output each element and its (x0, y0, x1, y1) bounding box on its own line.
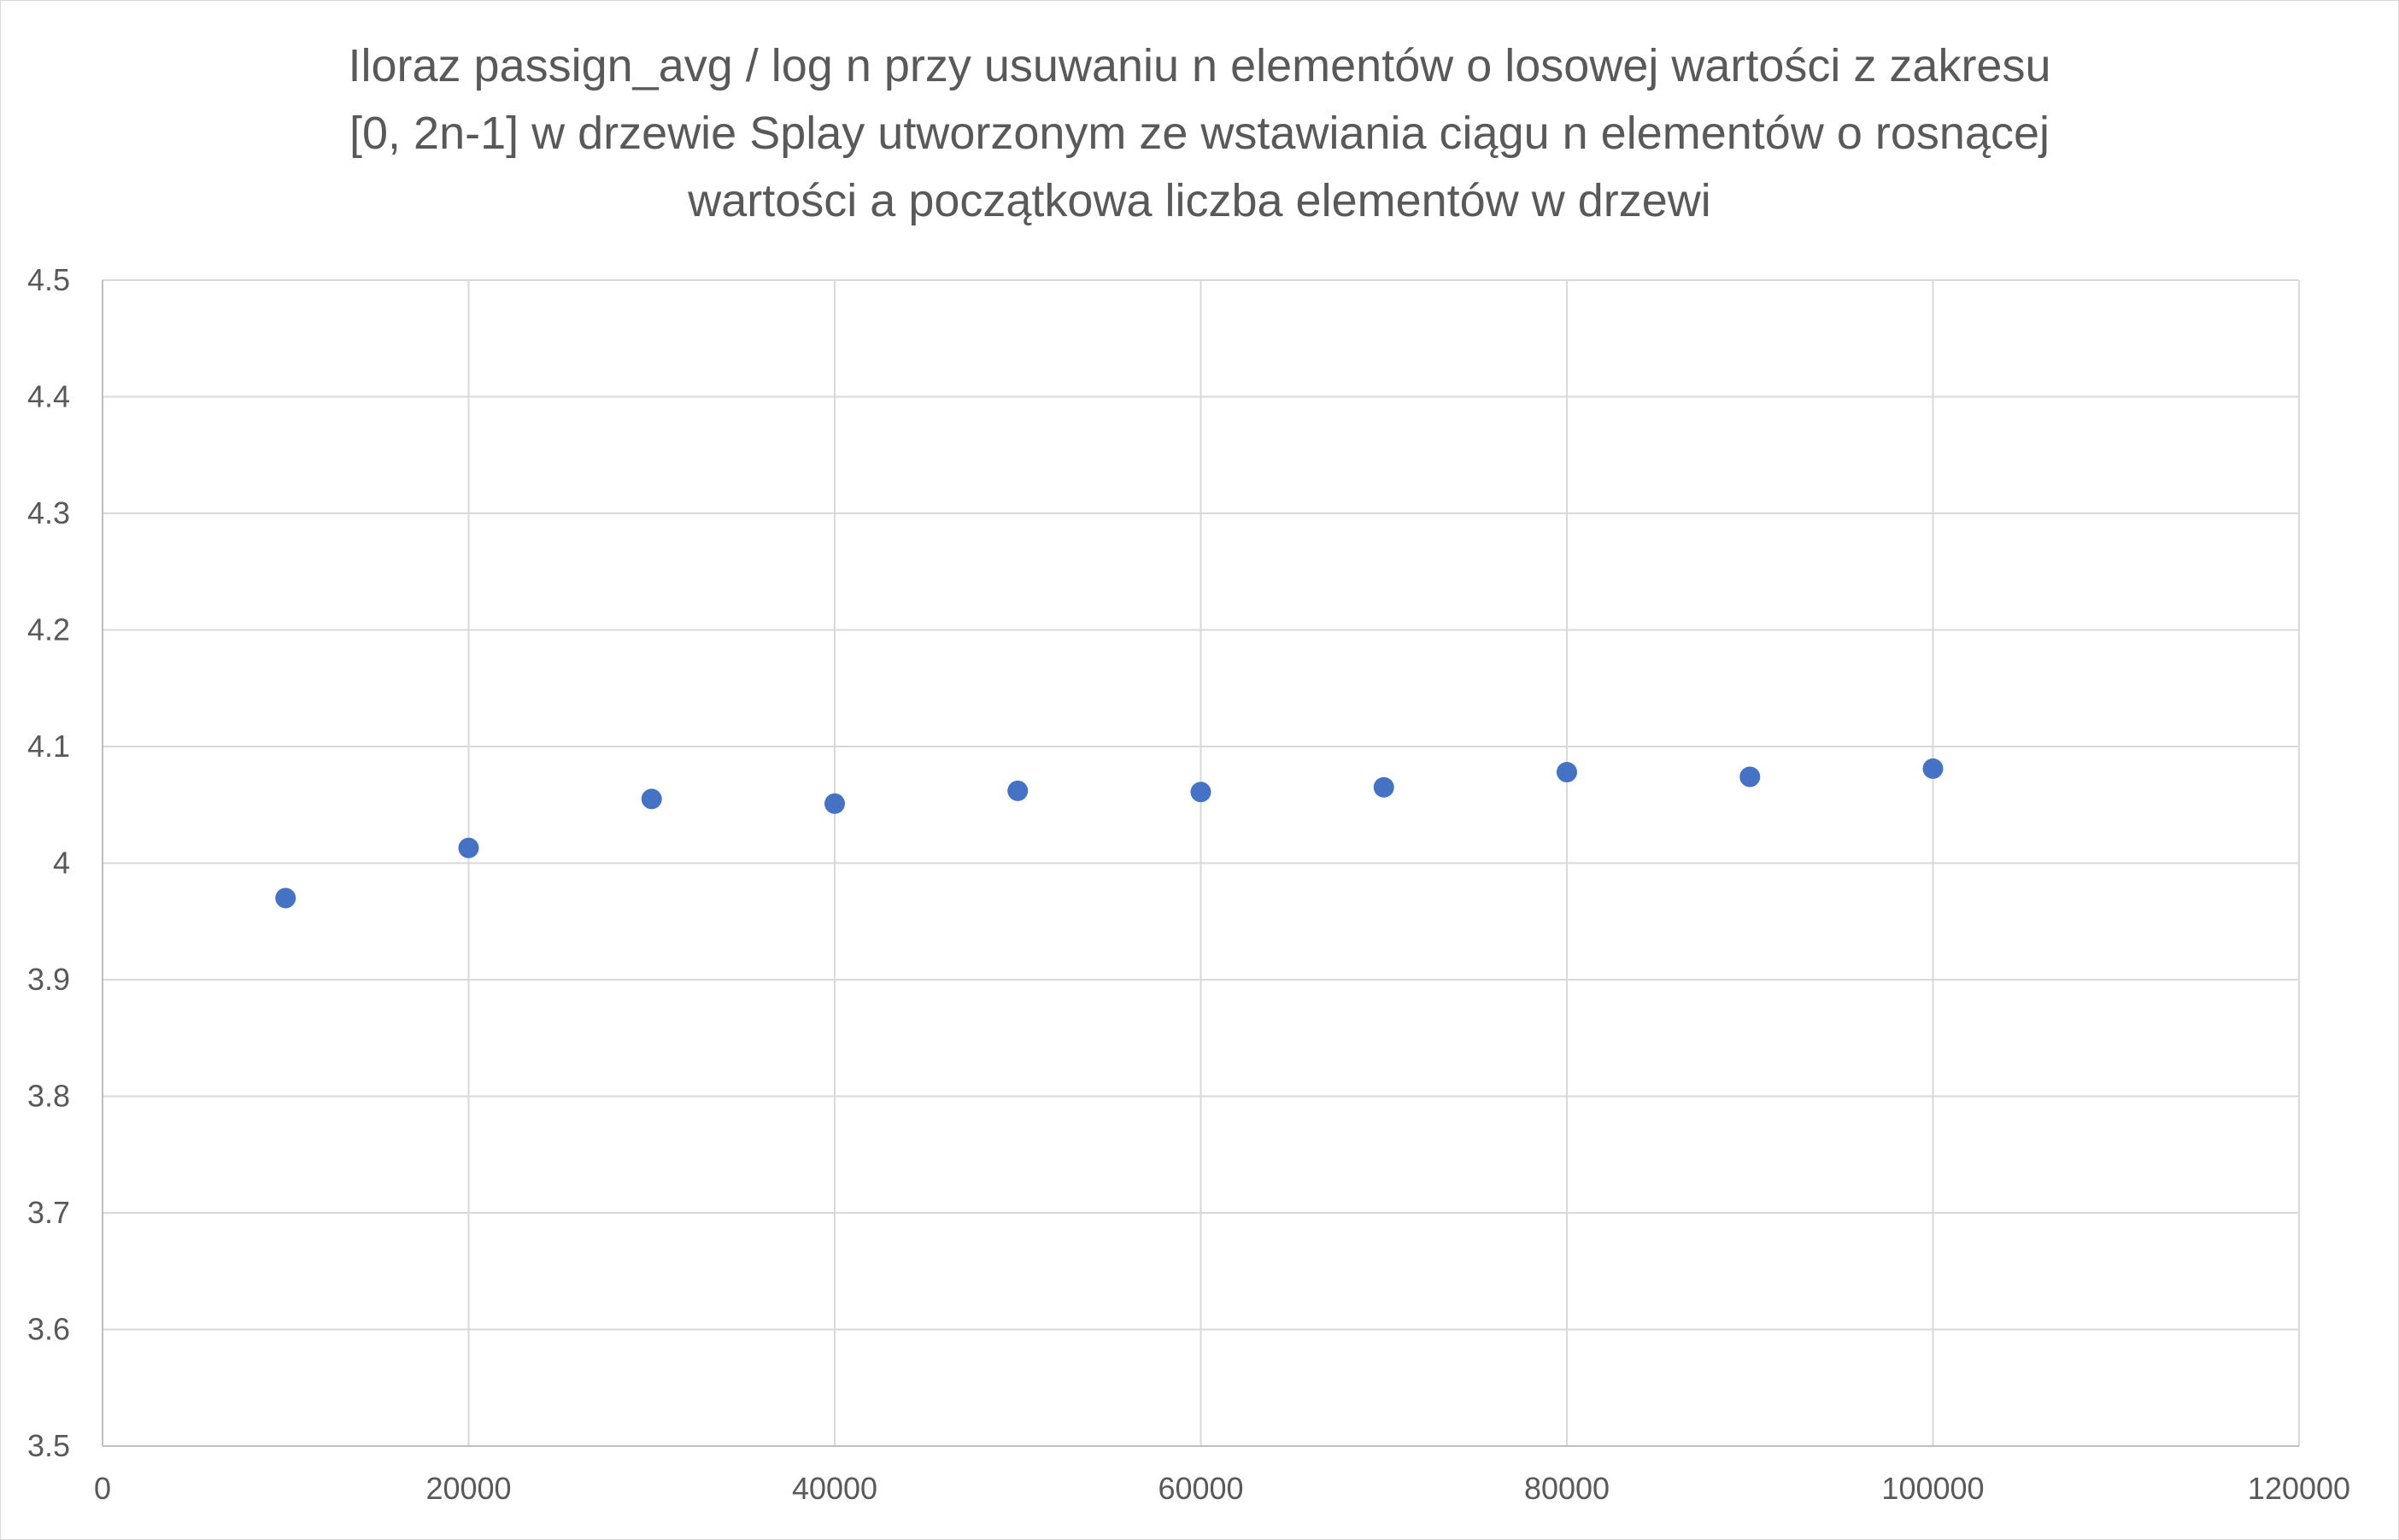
chart-title-line: wartości a początkowa liczba elementów w… (688, 175, 1711, 226)
gridlines (103, 279, 2300, 1446)
data-point (1007, 780, 1029, 801)
data-point (1190, 782, 1211, 803)
y-tick-label: 4.1 (27, 729, 70, 764)
y-tick-label: 3.7 (27, 1195, 70, 1230)
data-point (458, 837, 479, 858)
y-tick-label: 4.3 (27, 495, 70, 530)
y-tick-label: 4 (53, 846, 70, 881)
y-tick-label: 3.8 (27, 1079, 70, 1114)
x-tick-label: 40000 (792, 1471, 877, 1506)
data-point (1739, 766, 1761, 788)
y-tick-label: 4.2 (27, 612, 70, 647)
data-point (641, 788, 662, 810)
x-axis-tick-labels: 0 20000 40000 60000 80000 100000 120000 (94, 1471, 2350, 1506)
data-point (1373, 776, 1394, 798)
chart-title-line: [0, 2n-1] w drzewie Splay utworzonym ze … (349, 108, 2050, 159)
data-points (275, 758, 1944, 909)
y-tick-label: 3.5 (27, 1428, 70, 1463)
y-tick-label: 3.6 (27, 1312, 70, 1347)
data-point (824, 793, 845, 814)
x-tick-label: 60000 (1158, 1471, 1243, 1506)
x-tick-label: 0 (94, 1471, 111, 1506)
y-tick-label: 4.5 (27, 262, 70, 297)
x-tick-label: 100000 (1881, 1471, 1984, 1506)
chart-title: Iloraz passign_avg / log n przy usuwaniu… (137, 32, 2262, 235)
x-tick-label: 20000 (425, 1471, 511, 1506)
data-point (1922, 758, 1944, 779)
axes (102, 280, 2299, 1447)
x-tick-label: 80000 (1524, 1471, 1610, 1506)
x-tick-label: 120000 (2248, 1471, 2350, 1506)
chart-title-line: Iloraz passign_avg / log n przy usuwaniu… (348, 40, 2051, 91)
y-tick-label: 3.9 (27, 962, 70, 997)
data-point (275, 887, 296, 909)
y-axis-tick-labels: 3.5 3.6 3.7 3.8 3.9 4 4.1 4.2 4.3 4.4 4.5 (27, 262, 70, 1463)
data-point (1557, 762, 1577, 783)
y-tick-label: 4.4 (27, 379, 70, 414)
